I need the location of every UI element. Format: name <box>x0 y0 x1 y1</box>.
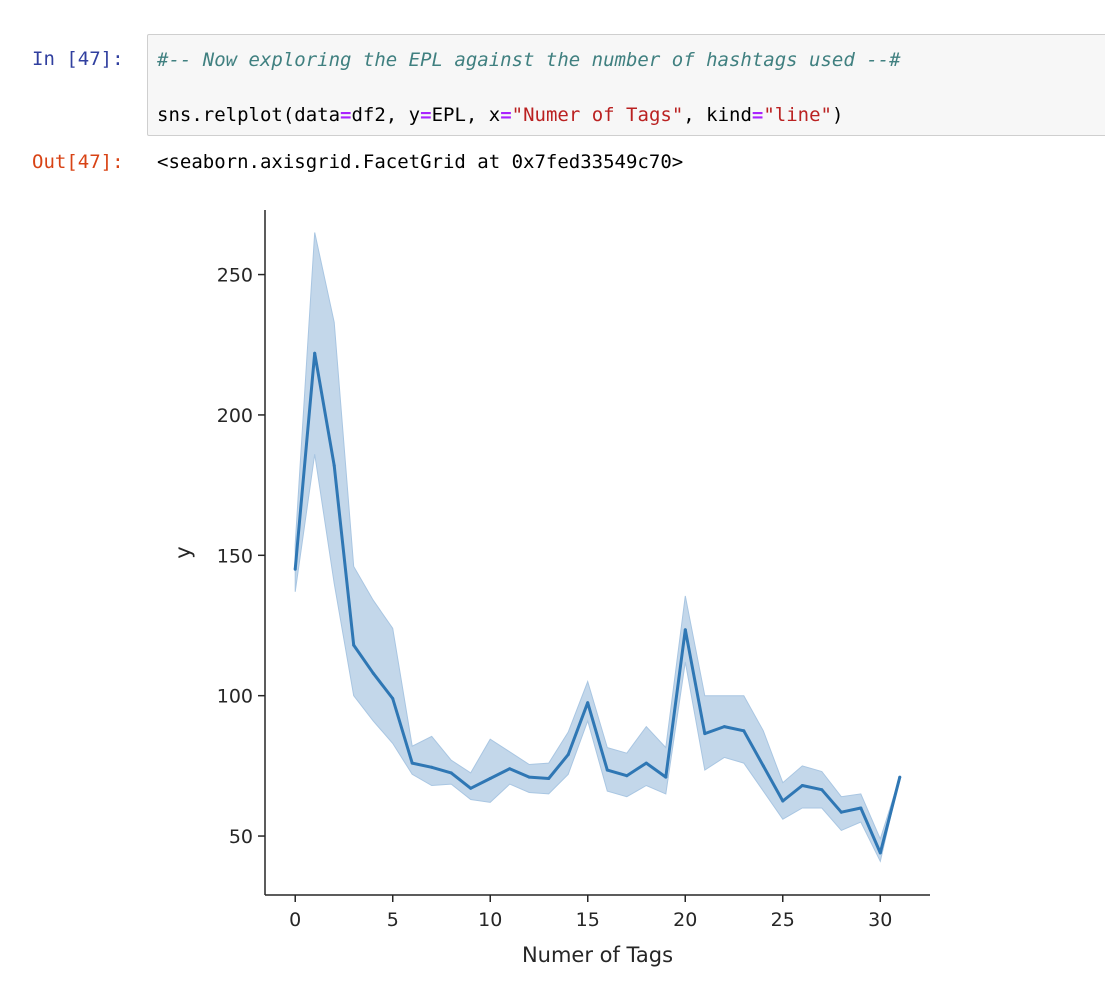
data-point <box>488 777 492 780</box>
code-eq-4: = <box>751 104 764 126</box>
data-point <box>683 628 687 632</box>
data-point <box>430 765 434 769</box>
data-point <box>586 701 590 705</box>
data-point <box>625 774 629 778</box>
x-tick-label: 15 <box>576 909 600 931</box>
x-tick-label: 25 <box>771 909 795 931</box>
data-point <box>371 671 375 675</box>
data-point <box>859 806 863 810</box>
data-point <box>508 767 512 771</box>
data-point <box>761 764 765 768</box>
data-point <box>469 786 473 790</box>
y-tick-label: 150 <box>217 545 253 567</box>
code-editor[interactable]: #-- Now exploring the EPL against the nu… <box>147 34 1105 136</box>
data-point <box>352 643 356 647</box>
y-tick-label: 250 <box>217 265 253 287</box>
data-point <box>391 697 395 700</box>
confidence-band-0 <box>294 232 901 863</box>
x-tick-label: 30 <box>868 909 892 931</box>
output-repr: <seaborn.axisgrid.FacetGrid at 0x7fed335… <box>157 151 684 173</box>
code-close: ) <box>832 104 844 126</box>
data-point <box>722 725 726 729</box>
code-x-string: "Numer of Tags" <box>511 104 684 126</box>
code-call-line: sns.relplot(data=df2, y=EPL, x="Numer of… <box>157 103 843 127</box>
data-point <box>644 761 648 765</box>
x-tick-label: 10 <box>478 909 502 931</box>
data-point <box>742 729 746 733</box>
data-point <box>800 784 804 787</box>
y-tick-label: 100 <box>217 686 253 708</box>
code-df: df2, y <box>351 104 421 126</box>
code-eq-2: = <box>420 104 432 126</box>
code-eq-3: = <box>500 104 512 126</box>
data-point <box>703 732 707 736</box>
data-point <box>293 567 297 571</box>
input-cell[interactable]: In [47]: #-- Now exploring the EPL again… <box>0 34 1105 138</box>
data-point <box>449 771 453 775</box>
data-point <box>605 768 609 772</box>
data-point <box>410 761 414 765</box>
output-prompt: Out[47]: <box>32 151 124 173</box>
code-comment: #-- Now exploring the EPL against the nu… <box>157 49 901 71</box>
data-point <box>313 351 317 355</box>
y-tick-label: 50 <box>229 826 253 848</box>
code-kind-string: "line" <box>763 104 832 126</box>
code-kind: , kind <box>683 104 752 126</box>
code-comment-line: #-- Now exploring the EPL against the nu… <box>157 48 901 72</box>
x-axis-label: Numer of Tags <box>522 943 673 967</box>
x-tick-label: 20 <box>673 909 697 931</box>
data-point <box>527 775 531 779</box>
y-axis-label: y <box>171 546 195 558</box>
series-line-0 <box>293 351 902 855</box>
code-func: sns.relplot(data <box>157 104 341 126</box>
data-point <box>839 810 843 814</box>
data-point <box>664 775 668 779</box>
data-point <box>547 777 551 780</box>
input-prompt: In [47]: <box>32 48 124 70</box>
data-point <box>820 788 824 792</box>
data-point <box>332 464 336 467</box>
data-point <box>566 753 570 757</box>
data-point <box>878 851 882 855</box>
data-point <box>781 799 785 803</box>
code-eq-1: = <box>340 104 352 126</box>
x-tick-label: 5 <box>387 909 399 931</box>
y-tick-label: 200 <box>217 405 253 427</box>
data-point <box>898 775 902 779</box>
output-cell: Out[47]: <seaborn.axisgrid.FacetGrid at … <box>0 150 1105 180</box>
x-tick-label: 0 <box>289 909 301 931</box>
code-epl: EPL, x <box>431 104 501 126</box>
